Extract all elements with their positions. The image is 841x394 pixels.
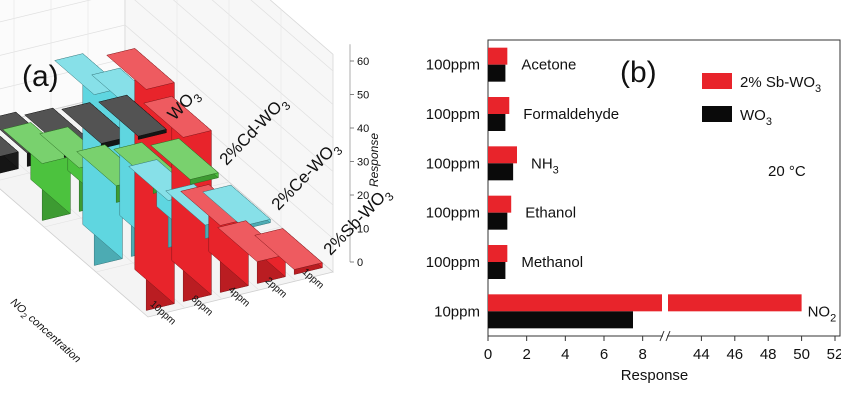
bar <box>488 146 517 164</box>
axis-break-gap <box>663 332 667 340</box>
gridline <box>250 0 334 72</box>
bar <box>488 163 514 181</box>
bar-face-top <box>217 220 286 262</box>
gas-label: Methanol <box>521 254 583 271</box>
x-tick-label: 2 <box>522 346 530 363</box>
bar-3d <box>150 137 219 185</box>
bar <box>488 245 508 262</box>
y-tick-label: 100ppm <box>426 57 480 74</box>
x-tick-label: 6 <box>600 346 608 363</box>
gridline <box>0 0 334 172</box>
bar <box>488 311 633 329</box>
gas-label: Acetone <box>521 57 576 74</box>
panel-label: (a) <box>22 60 59 93</box>
gas-label: NO2 <box>808 303 837 324</box>
legend-label: 2% Sb-WO3 <box>740 74 821 95</box>
x-tick-label: 48 <box>760 346 777 363</box>
z-tick-label: 0 <box>357 257 363 269</box>
z-tick-label: 60 <box>357 56 369 68</box>
z-tick-label: 20 <box>357 190 369 202</box>
x-tick-label: 52 <box>827 346 841 363</box>
bar-3d <box>254 227 323 275</box>
bar <box>488 114 506 131</box>
x-tick-label: 8 <box>638 346 646 363</box>
legend-swatch <box>702 106 732 122</box>
y-tick-label: 100ppm <box>426 106 480 123</box>
z-tick-label: 40 <box>357 123 369 135</box>
bar-face-top <box>254 228 323 270</box>
x-tick-label: 44 <box>693 346 710 363</box>
y-tick-label: 100ppm <box>426 254 480 271</box>
gas-label: NH3 <box>531 155 559 176</box>
x-axis-label: NO2 concentration <box>7 296 83 367</box>
axis-break-mark <box>659 330 665 342</box>
x-tick-label: 50 <box>793 346 810 363</box>
bar <box>488 97 510 114</box>
gridline <box>211 0 334 105</box>
x-tick-label: 0 <box>484 346 492 363</box>
bar-face-top <box>98 94 167 137</box>
z-tick-label: 10 <box>357 224 369 236</box>
bar-face-top <box>143 96 212 138</box>
bar <box>488 64 506 82</box>
annotation: 20 °C <box>768 163 806 180</box>
z-axis-label: Response <box>367 133 381 187</box>
axis-break-mark <box>665 330 671 342</box>
bar-face-top <box>61 102 130 144</box>
bar-3d <box>98 94 167 140</box>
x-axis-label: Response <box>621 367 689 384</box>
bar <box>488 195 512 213</box>
z-tick-label: 50 <box>357 90 369 102</box>
bar-3d <box>0 135 19 174</box>
bar-face-top <box>202 184 271 227</box>
x-tick-label: 46 <box>726 346 743 363</box>
x-tick-label: 4 <box>561 346 569 363</box>
bar-face-top <box>0 135 19 157</box>
gas-label: Formaldehyde <box>523 106 619 123</box>
y-tick-label: 10ppm <box>434 303 480 320</box>
bar <box>488 262 506 279</box>
bar <box>488 294 662 312</box>
legend-swatch <box>702 73 732 89</box>
panel-label: (b) <box>620 56 657 89</box>
gas-label: Ethanol <box>525 205 576 222</box>
bar-face-top <box>106 48 175 90</box>
bar-3d <box>61 101 130 149</box>
z-tick-label: 30 <box>357 157 369 169</box>
bar-face-top <box>150 138 219 180</box>
gridline <box>0 24 334 206</box>
bar <box>668 294 802 312</box>
plot-frame <box>487 39 841 337</box>
legend-label: WO3 <box>740 107 772 128</box>
gridline <box>172 0 334 139</box>
bar-3d <box>217 220 286 284</box>
bar <box>488 47 508 65</box>
y-tick-label: 100ppm <box>426 155 480 172</box>
bar <box>488 212 508 230</box>
y-tick-label: 100ppm <box>426 205 480 222</box>
